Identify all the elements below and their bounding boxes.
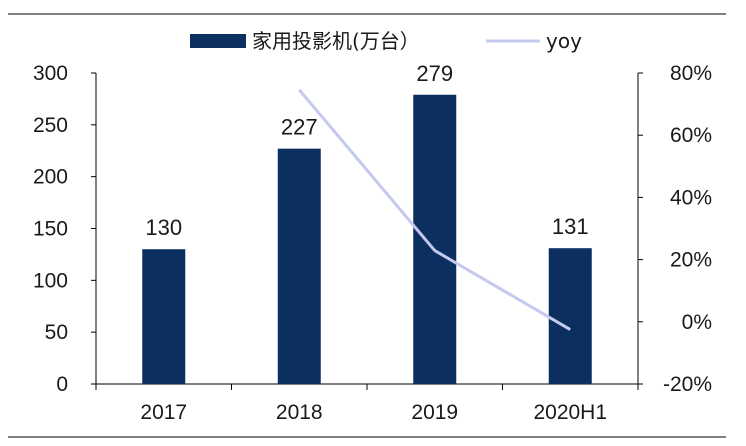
bar-series — [142, 94, 592, 385]
category-label: 2020H1 — [533, 401, 607, 424]
bar-data-label: 131 — [552, 214, 589, 239]
legend-line-label: yoy — [546, 29, 582, 53]
left-axis-tick-label: 0 — [56, 373, 68, 396]
bar — [548, 248, 592, 384]
bar — [413, 94, 457, 385]
bar-data-label: 227 — [281, 115, 318, 140]
left-axis-tick-label: 200 — [33, 166, 68, 189]
left-axis-tick-label: 300 — [33, 62, 68, 85]
axes — [91, 72, 643, 390]
left-axis-tick-label: 250 — [33, 114, 68, 137]
bar-data-label: 130 — [145, 215, 182, 240]
yoy-line — [298, 88, 572, 331]
bar-data-label: 279 — [416, 61, 453, 86]
right-axis-tick-label: 60% — [670, 124, 712, 147]
yoy-line-series — [298, 88, 572, 331]
right-axis-tick-label: 80% — [670, 62, 712, 85]
left-axis-tick-labels: 0 50 100 150 200 250 300 — [33, 62, 68, 396]
category-label: 2019 — [411, 401, 458, 424]
legend-bar-label: 家用投影机(万台） — [252, 29, 420, 53]
legend-bar-swatch — [190, 34, 246, 48]
right-axis-tick-label: 40% — [670, 186, 712, 209]
left-axis-tick-label: 50 — [45, 321, 68, 344]
category-labels: 2017 2018 2019 2020H1 — [140, 401, 607, 424]
left-axis-tick-label: 100 — [33, 269, 68, 292]
legend: 家用投影机(万台） yoy — [190, 29, 582, 53]
category-label: 2017 — [140, 401, 187, 424]
right-axis-tick-labels: -20% 0% 20% 40% 60% 80% — [663, 62, 712, 396]
right-axis-tick-label: -20% — [663, 373, 712, 396]
right-axis-tick-label: 20% — [670, 249, 712, 272]
bar — [277, 148, 321, 384]
right-axis-tick-label: 0% — [682, 311, 712, 334]
category-label: 2018 — [276, 401, 323, 424]
bar-data-labels: 130 227 279 131 — [145, 61, 588, 240]
bar — [142, 249, 186, 384]
left-axis-tick-label: 150 — [33, 218, 68, 241]
